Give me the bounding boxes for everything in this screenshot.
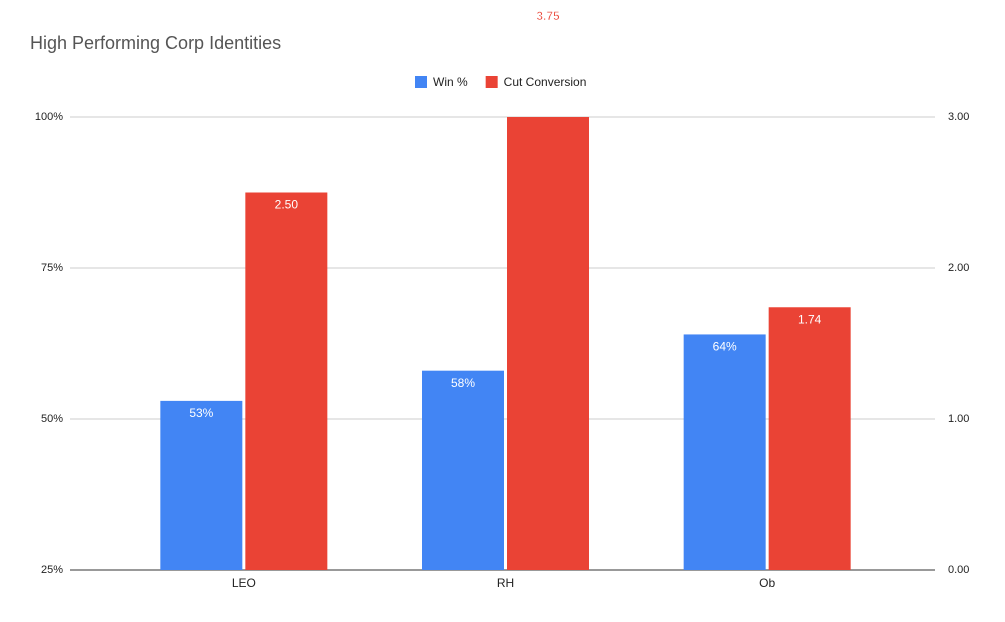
legend-swatch <box>485 76 498 88</box>
legend-label: Cut Conversion <box>504 75 587 89</box>
legend-label: Win % <box>433 75 468 89</box>
y-tick-label: 75% <box>41 262 63 274</box>
bar <box>507 117 589 570</box>
bar <box>422 370 504 570</box>
x-tick-label: Ob <box>759 576 775 590</box>
x-tick-label: RH <box>497 576 514 590</box>
bar <box>160 400 243 570</box>
bar <box>768 307 851 570</box>
bar <box>683 334 766 570</box>
y2-tick-label: 1.00 <box>948 413 969 425</box>
y2-tick-label: 0.00 <box>948 564 969 576</box>
data-label: 53% <box>189 406 213 420</box>
bar <box>245 192 328 570</box>
y2-tick-label: 3.00 <box>948 111 969 123</box>
y2-tick-label: 2.00 <box>948 262 969 274</box>
data-label: 3.75 <box>536 9 560 23</box>
data-label: 1.74 <box>798 312 822 326</box>
data-label: 58% <box>451 376 475 390</box>
chart-title: High Performing Corp Identities <box>30 33 281 53</box>
y-tick-label: 100% <box>35 111 63 123</box>
y-tick-label: 50% <box>41 413 63 425</box>
x-tick-label: LEO <box>232 576 256 590</box>
data-label: 2.50 <box>275 198 299 212</box>
y-tick-label: 25% <box>41 564 63 576</box>
legend-swatch <box>415 76 427 88</box>
data-label: 64% <box>713 340 737 354</box>
